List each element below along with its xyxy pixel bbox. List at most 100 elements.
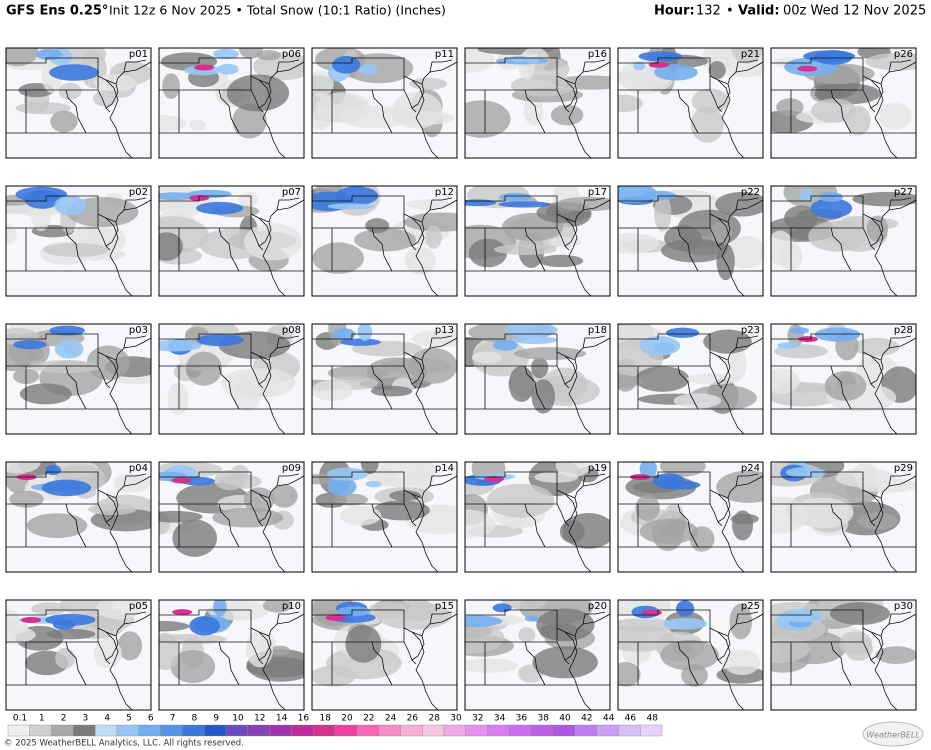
colorbar-label: 8 [192,714,198,724]
panel-label: p03 [129,325,148,336]
snow-heavy [819,192,844,203]
coastline [564,199,610,296]
snow-max [194,64,215,71]
colorbar-label: 42 [581,714,592,724]
map-panel: p25 [617,599,764,711]
snow-heavy [213,600,227,617]
snow-area [562,512,610,549]
panel-label: p12 [435,187,454,198]
panel-border [158,323,305,435]
snow-area [486,483,555,518]
precip [465,48,610,158]
colorbar-label: 38 [537,714,549,724]
map-panel: p29 [770,461,917,573]
snow-area [189,119,206,131]
colorbar-segment [73,724,96,737]
colorbar-label: 20 [341,714,353,724]
panel-border [5,185,152,297]
snow-area [465,100,511,138]
snow-heavy [365,480,382,488]
precip [618,600,763,710]
colorbar-label: 28 [428,714,440,724]
snow-heavy [492,603,512,613]
panel-border [158,47,305,159]
precip [771,186,916,296]
coastline [258,613,304,710]
snow-heavy [498,201,551,208]
panel-border [770,185,917,297]
precip [618,186,763,296]
snow-area [471,351,502,364]
coastline [105,613,151,710]
precip [6,48,151,158]
snow-heavy [49,325,85,336]
panel-label: p13 [435,325,454,336]
panel-label: p26 [894,49,913,60]
panel-border [5,461,152,573]
snow-max [641,609,662,616]
snow-area [6,48,39,67]
coastline [105,61,151,158]
snow-area [550,104,584,126]
coastline [411,613,457,710]
snow-heavy [663,617,708,630]
valid-label: Valid: [738,4,780,19]
colorbar-label: 9 [213,714,219,724]
map-panel: p20 [464,599,611,711]
snow-max [325,614,346,621]
panel-label: p09 [282,463,301,474]
snow-area [715,191,763,217]
colorbar-label: 7 [170,714,176,724]
snow-area [345,624,382,663]
panel-border [5,47,152,159]
snow-area [723,649,761,676]
snow-area [92,90,118,107]
snow-max [21,616,42,623]
coastline [717,613,763,710]
snow-heavy [814,327,861,342]
snow-heavy [654,64,698,81]
colorbar-segment [51,724,74,737]
map-panel: p09 [158,461,305,573]
snow-area [726,235,763,269]
snow-area [55,647,76,669]
coastline [258,475,304,572]
panel-label: p29 [894,463,913,474]
logo: WeatherBELL [866,731,920,740]
panel-border [464,461,611,573]
coastline [105,199,151,296]
snow-area [354,228,417,252]
snow-area [852,191,916,207]
snow-area [6,462,41,474]
snow-area [170,650,216,684]
map-panel: p16 [464,47,611,159]
colorbar-label: 2 [61,714,67,724]
panel-border [311,599,458,711]
snow-area [407,462,434,492]
snow-area [312,380,353,402]
snow-heavy [526,57,541,65]
snow-area [243,223,303,261]
snow-area [312,242,364,274]
snow-area [262,600,293,613]
snow-area [784,205,819,231]
coastline [717,199,763,296]
colorbar-segment [182,724,205,737]
snow-area [232,103,267,139]
snow-heavy [510,55,527,63]
map-panel: p06 [158,47,305,159]
panel-border [5,323,152,435]
subtitle: Init 12z 6 Nov 2025 • Total Snow (10:1 R… [109,3,446,18]
colorbar-segment [203,724,227,737]
snow-heavy [45,613,96,626]
panel-border [770,599,917,711]
coastline [564,61,610,158]
snow-area [9,490,44,508]
map-panel: p24 [617,461,764,573]
snow-area [19,383,72,405]
panel-label: p04 [129,463,148,474]
map-panel: p23 [617,323,764,435]
precip [312,186,457,296]
colorbar-segment [269,724,292,737]
